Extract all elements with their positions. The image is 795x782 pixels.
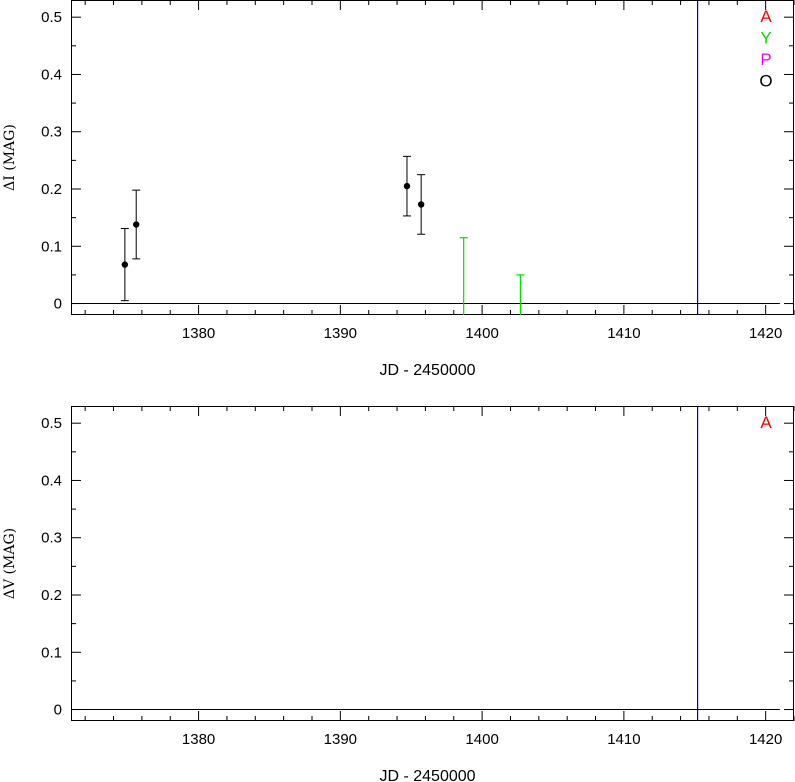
y-tick-label: 0.2 (41, 587, 62, 604)
y-axis-label: ΔI (MAG) (2, 124, 18, 191)
y-tick-label: 0.4 (41, 472, 62, 489)
data-point (121, 261, 129, 268)
x-tick-label: 1390 (324, 325, 357, 342)
x-tick-label: 1410 (607, 325, 640, 342)
data-point (403, 182, 411, 190)
legend-entry-a: A (760, 7, 772, 26)
x-tick-label: 1410 (607, 731, 640, 748)
y-tick-label: 0.5 (41, 9, 62, 26)
chart-panel-2: 1380 1390 1400 1410 1420 0 0.1 0.2 0.3 0.4 0.5 A JD … (2, 406, 795, 782)
y-tick-label: 0.4 (41, 66, 62, 83)
y-tick-label: 0.1 (41, 238, 62, 255)
x-tick-label: 1380 (182, 731, 215, 748)
chart-panel-1: 1380 1390 1400 1410 1420 0 0.1 0.2 0.3 0.4 0.5 AYPO… (2, 0, 795, 379)
data-point (133, 221, 140, 228)
x-tick-label: 1400 (465, 731, 498, 748)
x-axis-label: JD - 2450000 (379, 362, 475, 379)
x-tick-label: 1420 (749, 731, 782, 748)
x-tick-label: 1400 (465, 325, 498, 342)
legend-entry-p: P (760, 50, 771, 69)
data-point (417, 201, 425, 208)
y-tick-label: 0.1 (41, 644, 62, 661)
y-tick-label: 0.2 (41, 181, 62, 198)
y-axis-label: ΔV (MAG) (2, 528, 18, 599)
y-tick-label: 0 (54, 296, 62, 313)
y-tick-label: 0.3 (41, 124, 62, 141)
y-tick-label: 0.5 (41, 415, 62, 432)
legend-entry-o: O (759, 72, 772, 91)
x-axis-label: JD - 2450000 (379, 768, 475, 782)
x-tick-label: 1390 (324, 731, 357, 748)
legend-entry-a: A (760, 413, 772, 432)
legend-entry-y: Y (760, 29, 771, 48)
x-tick-label: 1420 (749, 325, 782, 342)
x-tick-label: 1380 (182, 325, 215, 342)
plot-frame (71, 406, 794, 721)
y-tick-label: 0.3 (41, 530, 62, 547)
y-tick-label: 0 (54, 702, 62, 719)
plot-frame (71, 0, 794, 315)
